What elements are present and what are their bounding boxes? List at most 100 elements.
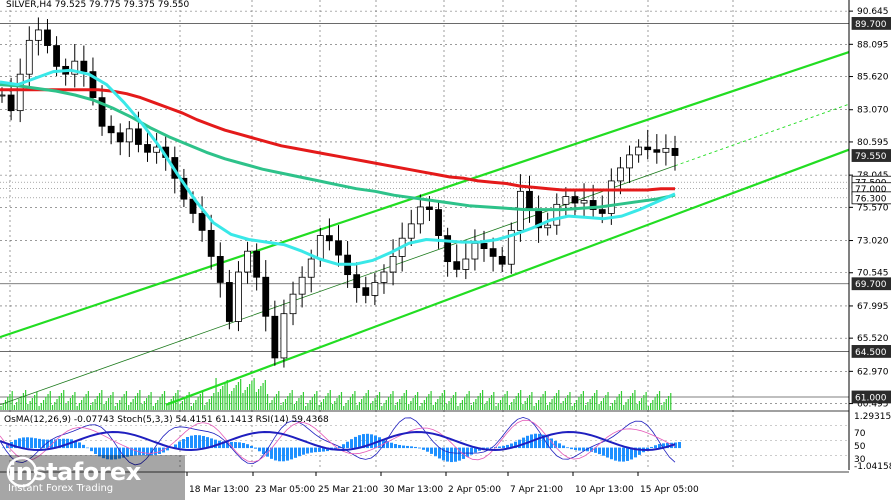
candle-body bbox=[262, 276, 270, 317]
osma-bar bbox=[446, 447, 449, 462]
time-axis-label: 25 Mar 21:00 bbox=[318, 485, 378, 495]
osma-bar bbox=[554, 440, 557, 449]
candle bbox=[544, 212, 552, 236]
osma-bar bbox=[194, 435, 197, 449]
candle bbox=[262, 260, 270, 332]
candle-body bbox=[80, 60, 88, 72]
osma-bar bbox=[574, 447, 577, 451]
candle bbox=[453, 244, 461, 278]
candle bbox=[326, 218, 333, 251]
osma-bar bbox=[402, 445, 405, 449]
osma-bar bbox=[110, 447, 113, 460]
candle-body bbox=[116, 132, 124, 143]
candle-body bbox=[635, 146, 643, 156]
candle-body bbox=[617, 167, 624, 182]
candle bbox=[89, 57, 97, 106]
candle-body bbox=[44, 29, 51, 46]
candle bbox=[507, 222, 515, 274]
osma-bar bbox=[202, 435, 205, 449]
candle-body bbox=[271, 315, 279, 359]
osma-bar bbox=[498, 446, 501, 449]
osma-bar bbox=[298, 447, 301, 457]
candle-body bbox=[289, 293, 297, 315]
price-tick-label: 75.570 bbox=[857, 203, 889, 213]
candle-body bbox=[280, 313, 288, 359]
price-tag-box bbox=[851, 17, 891, 30]
candle bbox=[480, 230, 488, 262]
osma-bar bbox=[486, 447, 489, 449]
osma-bar bbox=[538, 433, 541, 449]
osma-bar bbox=[246, 444, 249, 449]
candle bbox=[116, 123, 124, 156]
price-tag-label: 64.500 bbox=[855, 348, 887, 358]
channel-lower-line bbox=[165, 148, 850, 406]
price-tag-box bbox=[851, 149, 891, 162]
candle-body bbox=[71, 60, 79, 75]
candle bbox=[444, 227, 452, 277]
osma-bar bbox=[426, 447, 429, 452]
price-tick-label: 80.595 bbox=[857, 138, 889, 148]
osma-bar bbox=[158, 447, 161, 454]
candle-body bbox=[0, 94, 6, 97]
candle bbox=[362, 276, 370, 304]
osma-bar bbox=[582, 447, 585, 451]
price-tick-label: 65.520 bbox=[857, 334, 889, 344]
price-tag-box bbox=[851, 345, 891, 358]
osma-bar bbox=[370, 434, 373, 449]
osma-bar bbox=[314, 447, 317, 453]
osma-bar bbox=[422, 447, 425, 450]
candle-body bbox=[662, 147, 670, 153]
osma-bar bbox=[182, 439, 185, 449]
candle-body bbox=[471, 242, 479, 260]
osma-bar bbox=[626, 447, 629, 461]
osma-bar bbox=[178, 441, 181, 449]
osma-bar bbox=[166, 447, 169, 451]
osma-bar bbox=[154, 447, 157, 455]
candle-body bbox=[462, 258, 470, 270]
osma-bar bbox=[126, 447, 129, 457]
osma-bar bbox=[150, 447, 153, 456]
candle-body bbox=[426, 206, 433, 210]
brand-logo-circle bbox=[6, 456, 38, 488]
price-tag: 69.700 bbox=[851, 277, 891, 290]
price-tick-label: 90.645 bbox=[857, 7, 889, 17]
osma-bar bbox=[394, 444, 397, 449]
osma-bar bbox=[234, 442, 237, 449]
candles bbox=[0, 17, 679, 368]
indicator-tick-label: 30 bbox=[854, 455, 866, 465]
candle-body bbox=[7, 94, 15, 112]
candle-body bbox=[107, 125, 115, 134]
osma-bar bbox=[586, 447, 589, 452]
osma-bar bbox=[398, 444, 401, 449]
candle bbox=[253, 243, 261, 291]
osma-bar bbox=[410, 446, 413, 449]
osma-bar bbox=[130, 447, 133, 456]
candle bbox=[553, 193, 561, 235]
candle bbox=[144, 128, 151, 162]
stochastic-signal-line bbox=[0, 419, 676, 463]
price-tick-label: 60.495 bbox=[857, 400, 889, 410]
osma-bar bbox=[634, 447, 637, 458]
osma-bar bbox=[42, 439, 45, 449]
candle-body bbox=[380, 271, 388, 283]
candle-body bbox=[89, 71, 97, 99]
osma-bar bbox=[474, 447, 477, 453]
candle-body bbox=[607, 180, 615, 214]
candle-body bbox=[371, 282, 379, 296]
osma-bar bbox=[510, 443, 513, 449]
candle-body bbox=[16, 73, 24, 112]
osma-bar bbox=[578, 447, 581, 451]
osma-bar bbox=[618, 447, 621, 462]
osma-bar bbox=[550, 438, 553, 449]
time-axis-label: 15 Apr 05:00 bbox=[640, 485, 699, 495]
candle-body bbox=[135, 128, 142, 145]
candle-body bbox=[416, 206, 424, 225]
osma-bar bbox=[254, 447, 257, 449]
osma-bar bbox=[638, 447, 641, 455]
price-tick-label: 88.095 bbox=[857, 40, 889, 50]
channel-upper-line bbox=[0, 51, 850, 339]
price-tick-label: 73.020 bbox=[857, 237, 889, 247]
candle bbox=[235, 261, 242, 332]
candle-body bbox=[507, 229, 515, 265]
